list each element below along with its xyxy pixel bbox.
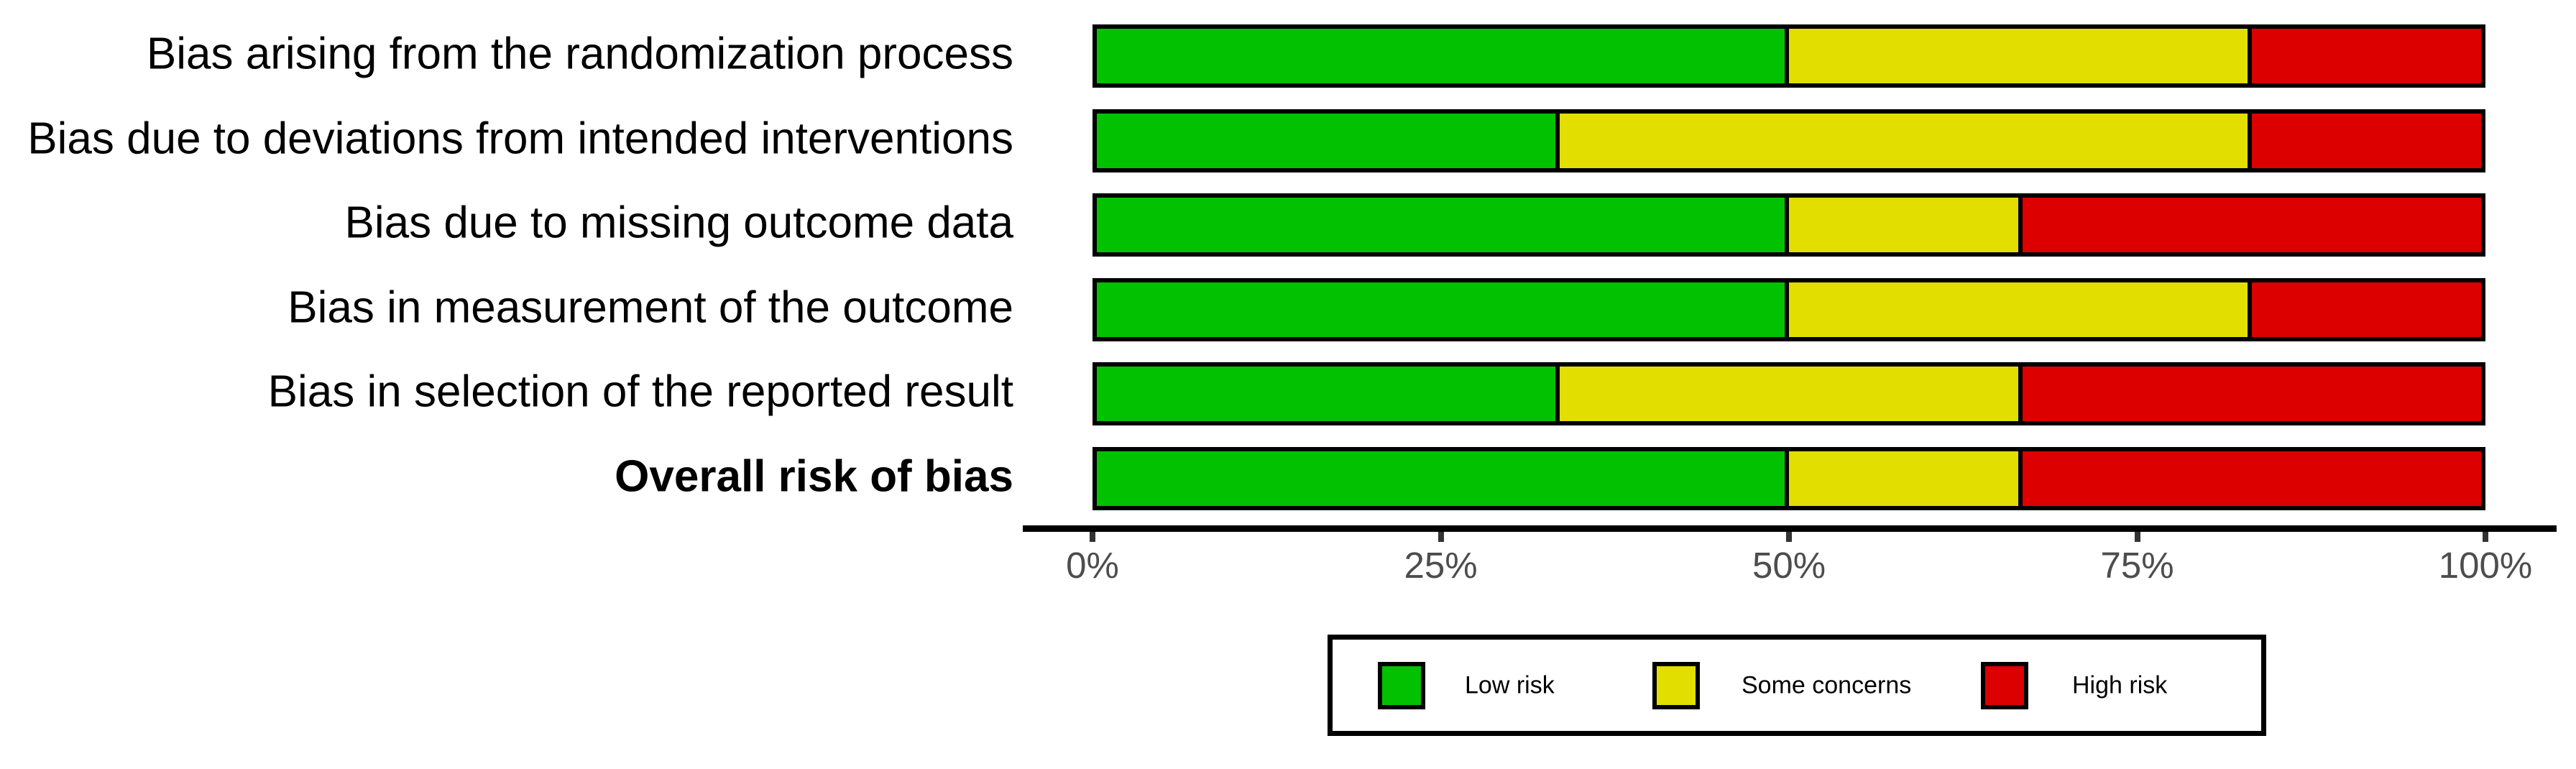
- bar-row-bias-in-selection-of-the-reported-result: [1092, 362, 2485, 426]
- legend-label-low-risk: Low risk: [1465, 671, 1555, 699]
- bar-segment-low-risk: [1097, 113, 1555, 168]
- bar-segment-some-concerns: [1555, 113, 2248, 168]
- legend-swatch-low-risk: [1378, 661, 1425, 709]
- x-tick-mark-100: [2483, 532, 2488, 542]
- bar-segment-high-risk: [2247, 282, 2481, 337]
- legend-swatch-some-concerns: [1652, 661, 1700, 709]
- bar-segment-low-risk: [1097, 282, 1785, 337]
- x-tick-label-25: 25%: [1404, 545, 1478, 586]
- bar-segment-some-concerns: [1785, 282, 2248, 337]
- bar-segment-low-risk: [1097, 451, 1785, 506]
- category-label-bias-arising-from-the-randomization-process: Bias arising from the randomization proc…: [146, 29, 1013, 79]
- bar-row-bias-in-measurement-of-the-outcome: [1092, 277, 2485, 341]
- category-label-bias-due-to-missing-outcome-data: Bias due to missing outcome data: [344, 198, 1013, 248]
- x-axis-line: [1023, 525, 2557, 532]
- category-label-overall-risk-of-bias: Overall risk of bias: [615, 451, 1013, 502]
- bar-segment-high-risk: [2247, 113, 2481, 168]
- category-label-bias-in-measurement-of-the-outcome: Bias in measurement of the outcome: [288, 282, 1013, 333]
- category-label-bias-due-to-deviations-from-intended-interventions: Bias due to deviations from intended int…: [27, 114, 1013, 164]
- bar-segment-high-risk: [2018, 198, 2481, 253]
- bar-segment-high-risk: [2247, 29, 2481, 83]
- legend: Low risk Some concerns High risk: [1328, 635, 2266, 736]
- legend-label-high-risk: High risk: [2072, 671, 2168, 699]
- x-tick-label-0: 0%: [1066, 545, 1119, 586]
- category-label-bias-in-selection-of-the-reported-result: Bias in selection of the reported result: [267, 367, 1013, 417]
- x-tick-mark-50: [1786, 532, 1792, 542]
- x-tick-mark-75: [2134, 532, 2140, 542]
- bar-segment-some-concerns: [1785, 198, 2019, 253]
- bar-row-bias-due-to-deviations-from-intended-interventions: [1092, 109, 2485, 172]
- x-tick-label-100: 100%: [2438, 545, 2533, 586]
- bar-segment-low-risk: [1097, 29, 1785, 83]
- x-tick-label-50: 50%: [1752, 545, 1826, 586]
- x-tick-mark-25: [1438, 532, 1444, 542]
- bar-segment-low-risk: [1097, 367, 1555, 422]
- legend-label-some-concerns: Some concerns: [1742, 671, 1912, 699]
- legend-swatch-high-risk: [1981, 661, 2028, 709]
- bar-segment-low-risk: [1097, 198, 1785, 253]
- bar-row-bias-arising-from-the-randomization-process: [1092, 24, 2485, 88]
- bar-segment-high-risk: [2018, 451, 2481, 506]
- x-tick-mark-0: [1090, 532, 1095, 542]
- bar-row-bias-due-to-missing-outcome-data: [1092, 193, 2485, 257]
- bar-segment-some-concerns: [1555, 367, 2018, 422]
- bar-segment-some-concerns: [1785, 451, 2019, 506]
- bar-row-overall-risk-of-bias: [1092, 447, 2485, 510]
- bar-segment-high-risk: [2018, 367, 2481, 422]
- x-tick-label-75: 75%: [2100, 545, 2174, 586]
- bar-segment-some-concerns: [1785, 29, 2248, 83]
